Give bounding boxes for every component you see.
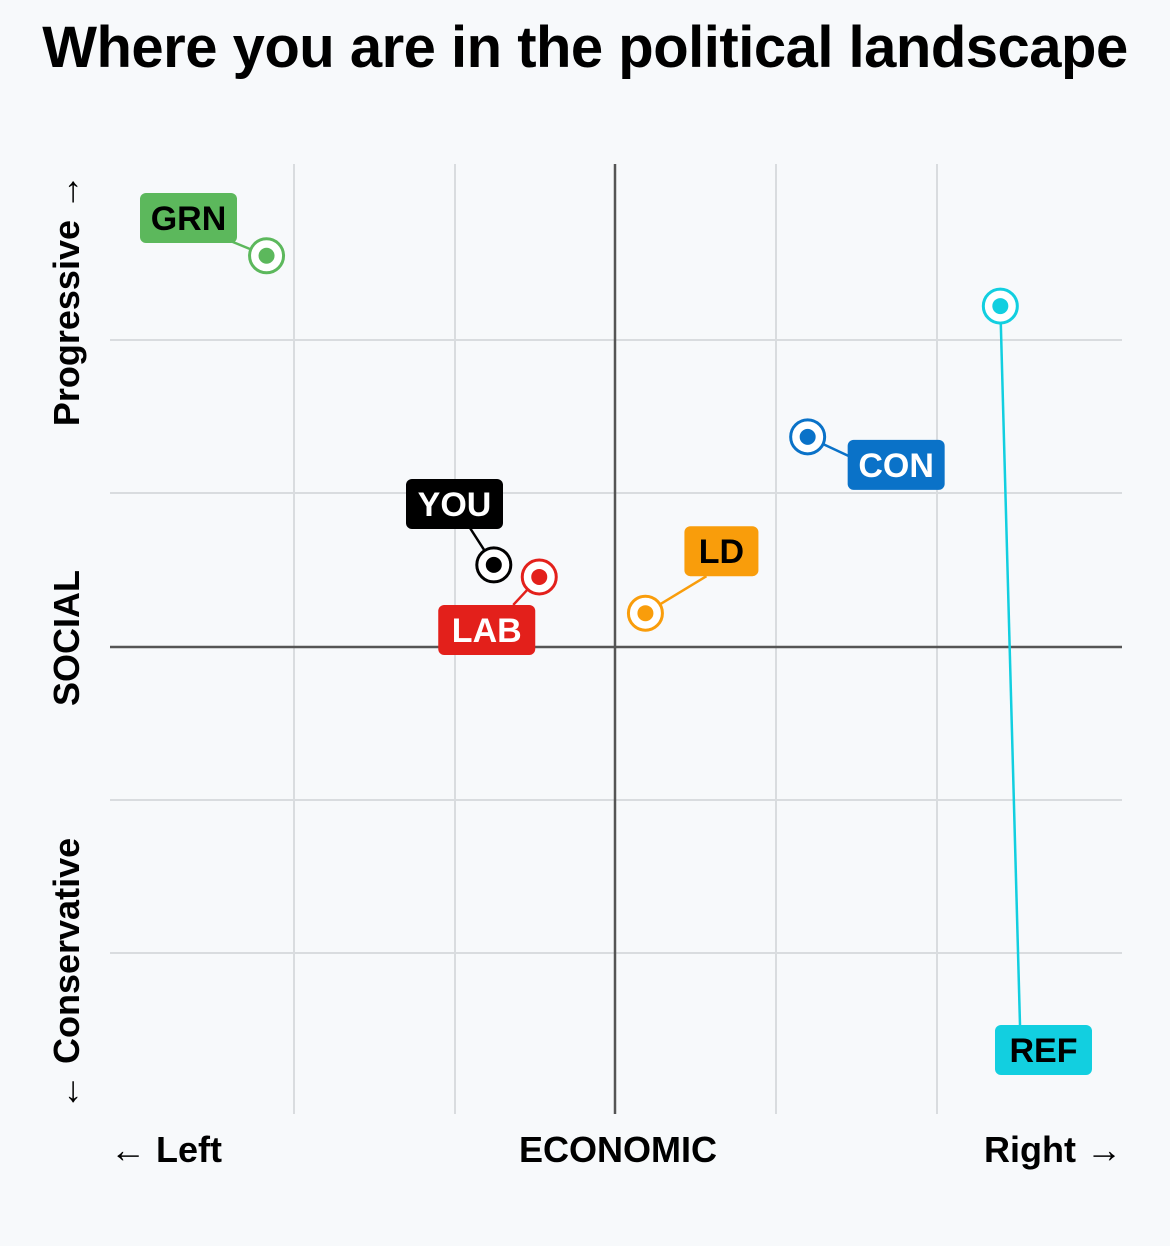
party-label: LD — [699, 533, 744, 571]
label-box — [406, 479, 503, 529]
point-dot — [531, 568, 548, 585]
x-axis-left-label: ← Left — [110, 1129, 222, 1170]
point-dot — [799, 428, 816, 445]
party-point-lab: LAB — [438, 558, 558, 655]
point-dot — [258, 247, 275, 264]
x-axis-label: ECONOMIC — [519, 1129, 717, 1170]
party-point-ref: REF — [981, 287, 1092, 1075]
party-point-ld: LD — [626, 526, 759, 632]
point-dot — [992, 298, 1009, 315]
label-box — [847, 439, 945, 490]
center-axes — [110, 164, 1122, 1114]
leader-line — [999, 306, 1022, 1026]
point-dot — [485, 556, 502, 573]
label-box — [995, 1025, 1092, 1075]
party-point-grn: GRN — [140, 193, 286, 275]
party-label: YOU — [418, 486, 492, 524]
y-axis-label: SOCIAL — [46, 570, 87, 706]
label-box — [438, 604, 536, 655]
party-point-con: CON — [789, 418, 945, 490]
y-axis-top-label: Progressive → — [46, 174, 87, 426]
party-label: LAB — [452, 612, 522, 650]
label-box — [684, 526, 759, 577]
x-axis-right-label: Right → — [984, 1129, 1122, 1170]
party-points: GRN YOU LD LAB CON REF — [140, 193, 1092, 1075]
chart-title: Where you are in the political landscape — [42, 15, 1128, 80]
label-box — [140, 193, 237, 243]
party-label: REF — [1010, 1032, 1078, 1070]
y-axis-bottom-label: ← Conservative — [46, 838, 87, 1110]
party-label: CON — [858, 447, 934, 485]
party-label: GRN — [151, 200, 227, 238]
party-point-you: YOU — [406, 479, 513, 584]
point-dot — [637, 605, 654, 622]
